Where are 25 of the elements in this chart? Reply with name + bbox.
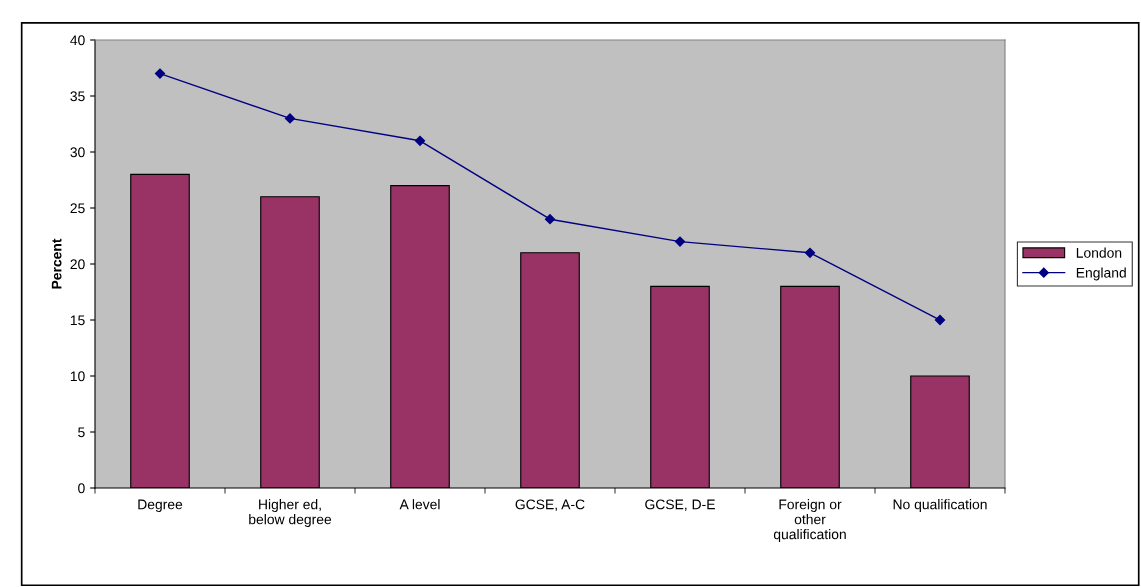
legend-label: England: [1076, 267, 1126, 281]
x-tick-label: Higher ed, below degree: [249, 499, 332, 528]
y-tick-label: 0: [78, 483, 85, 494]
y-tick-label: 15: [70, 315, 85, 326]
y-axis-title: Percent: [51, 238, 62, 289]
point: [934, 314, 946, 326]
point: [804, 247, 816, 258]
x-tick-label: GCSE, D-E: [645, 499, 715, 511]
point: [154, 68, 166, 79]
y-tick-label: 20: [70, 259, 85, 270]
y-tick-label: 40: [70, 35, 85, 46]
y-tick-label: 30: [70, 147, 85, 158]
point: [414, 135, 426, 146]
y-tick-label: 10: [70, 371, 85, 382]
x-tick-label: No qualification: [893, 499, 987, 513]
x-tick-label: A level: [399, 499, 440, 510]
x-tick-label: Degree: [138, 499, 183, 513]
x-tick-label: Foreign or other qualification: [773, 499, 846, 542]
point: [544, 214, 556, 225]
legend-label: London: [1076, 247, 1122, 258]
y-tick-label: 25: [70, 203, 85, 214]
x-tick-label: GCSE, A-C: [515, 499, 585, 511]
y-tick-label: 35: [70, 91, 85, 102]
point: [284, 113, 296, 124]
y-tick-label: 5: [78, 427, 85, 438]
